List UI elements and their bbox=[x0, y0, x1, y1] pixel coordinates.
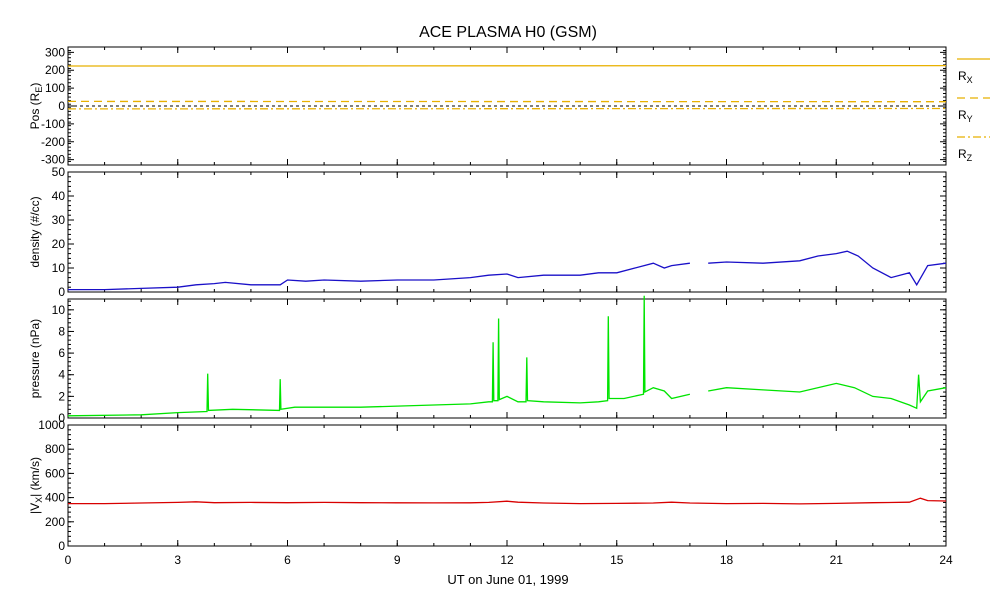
y-tick-label: 200 bbox=[45, 63, 65, 77]
y-tick-label: 0 bbox=[58, 411, 65, 425]
panel-frame bbox=[67, 298, 947, 419]
series-line-pressure-0 bbox=[67, 295, 947, 417]
x-tick-label: 18 bbox=[720, 553, 734, 567]
y-tick-label: 800 bbox=[45, 442, 65, 456]
x-tick-label: 15 bbox=[610, 553, 624, 567]
series-line-density-0 bbox=[68, 250, 947, 291]
panel-pressure: 0 2 4 6 8 10 pressure (nPa) bbox=[28, 295, 947, 425]
y-axis-label: density (#/cc) bbox=[28, 196, 42, 267]
y-tick-label: 40 bbox=[52, 189, 66, 203]
panel-frame bbox=[67, 424, 947, 547]
y-tick-label: 10 bbox=[52, 303, 66, 317]
y-axis-label: pressure (nPa) bbox=[28, 319, 42, 398]
y-tick-label: 30 bbox=[52, 213, 66, 227]
y-tick-label: 2 bbox=[58, 389, 65, 403]
y-tick-label: 600 bbox=[45, 466, 65, 480]
y-tick-label: 100 bbox=[45, 81, 65, 95]
y-tick-label: 20 bbox=[52, 237, 66, 251]
x-tick-label: 3 bbox=[174, 553, 181, 567]
y-axis-label: |VX| (km/s) bbox=[28, 457, 44, 514]
y-tick-label: 0 bbox=[58, 99, 65, 113]
chart-title: ACE PLASMA H0 (GSM) bbox=[419, 24, 597, 41]
y-tick-label: 0 bbox=[58, 539, 65, 553]
x-axis-label: UT on June 01, 1999 bbox=[447, 572, 568, 587]
panel-position: 300 200 100 0 -100 -200 -300 Pos (RE) RX RY RZ bbox=[28, 45, 990, 167]
y-tick-label: 300 bbox=[45, 45, 65, 59]
y-tick-label: 400 bbox=[45, 491, 65, 505]
y-tick-label: -300 bbox=[41, 153, 65, 167]
y-tick-label: 200 bbox=[45, 515, 65, 529]
x-tick-label: 21 bbox=[830, 553, 844, 567]
y-tick-label: 10 bbox=[52, 261, 66, 275]
legend-label: RZ bbox=[958, 147, 973, 163]
y-tick-label: 6 bbox=[58, 346, 65, 360]
legend-label: RX bbox=[958, 69, 973, 85]
y-tick-label: 8 bbox=[58, 324, 65, 338]
panel-velocity: 0 200 400 600 800 1000 0 3 6 9 12 15 18 21 24 |VX| (km/… bbox=[28, 418, 953, 567]
y-tick-label: 0 bbox=[58, 285, 65, 299]
panel-density: 0 10 20 30 40 50 density (#/cc) bbox=[28, 165, 947, 299]
x-tick-label: 0 bbox=[65, 553, 72, 567]
x-tick-label: 6 bbox=[284, 553, 291, 567]
x-tick-label: 12 bbox=[500, 553, 514, 567]
y-axis-label: Pos (RE) bbox=[28, 83, 44, 130]
x-tick-label: 9 bbox=[394, 553, 401, 567]
legend-label: RY bbox=[958, 108, 973, 124]
x-tick-label: 24 bbox=[939, 553, 953, 567]
y-tick-label: 1000 bbox=[38, 418, 65, 432]
y-tick-label: -200 bbox=[41, 135, 65, 149]
y-tick-label: -100 bbox=[41, 117, 65, 131]
y-tick-label: 50 bbox=[52, 165, 66, 179]
y-tick-label: 4 bbox=[58, 368, 65, 382]
series-line-velocity-0 bbox=[68, 497, 947, 505]
